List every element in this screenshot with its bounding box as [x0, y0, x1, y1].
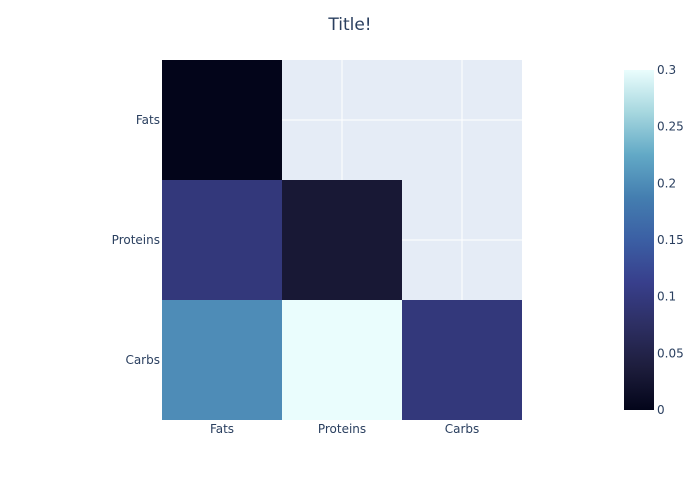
- colorbar-tick-label: 0.2: [657, 176, 676, 190]
- y-tick-label: Proteins: [112, 233, 160, 247]
- heatmap-cell: [162, 180, 282, 300]
- chart-title: Title!: [327, 15, 371, 35]
- heatmap-cell: [162, 60, 282, 180]
- colorbar-tick-label: 0.25: [657, 120, 684, 134]
- x-tick-label: Proteins: [318, 422, 366, 436]
- colorbar-tick-label: 0.15: [657, 233, 684, 247]
- colorbar-tick-label: 0.05: [657, 346, 684, 360]
- x-tick-label: Carbs: [445, 422, 480, 436]
- colorbar-tick-label: 0.3: [657, 63, 676, 77]
- colorbar-gradient: [624, 70, 654, 410]
- y-tick-label: Carbs: [125, 353, 160, 367]
- colorbar-tick-label: 0: [657, 403, 665, 417]
- colorbar-tick-label: 0.1: [657, 290, 676, 304]
- heatmap-cell: [402, 300, 522, 420]
- heatmap-cell: [282, 180, 402, 300]
- colorbar: 0 0.05 0.1 0.15 0.2 0.25 0.3: [624, 63, 684, 417]
- x-axis-tick-labels: Fats Proteins Carbs: [210, 422, 479, 436]
- heatmap-cells: [162, 60, 522, 420]
- heatmap-cell: [162, 300, 282, 420]
- y-axis-tick-labels: Fats Proteins Carbs: [112, 113, 160, 367]
- y-tick-label: Fats: [136, 113, 160, 127]
- x-tick-label: Fats: [210, 422, 234, 436]
- heatmap-cell: [282, 300, 402, 420]
